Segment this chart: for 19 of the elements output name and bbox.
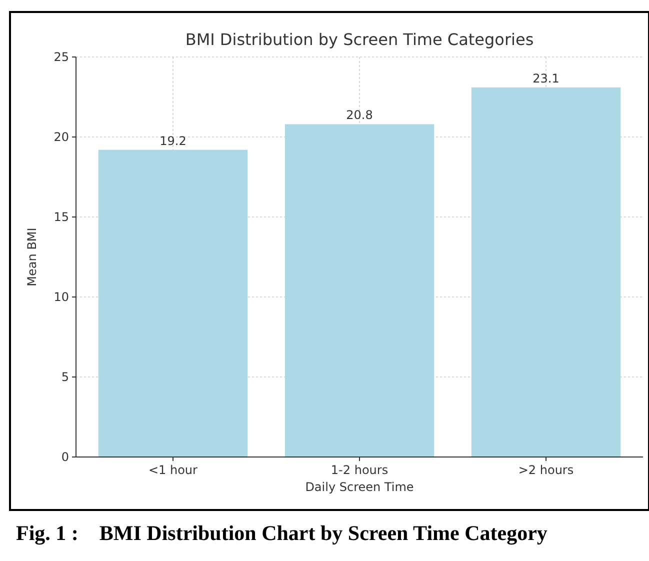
y-tick-label: 5 [61,370,69,384]
y-tick-label: 15 [54,210,69,224]
y-tick-label: 10 [54,290,69,304]
bar [471,87,621,457]
y-axis-title: Mean BMI [25,228,39,286]
data-label: 20.8 [346,108,373,122]
bar [284,124,434,457]
x-tick-label: 1-2 hours [330,463,388,477]
data-label: 19.2 [160,134,186,148]
x-tick-label: <1 hour [148,463,198,477]
x-axis-title: Daily Screen Time [305,480,414,494]
chart-title: BMI Distribution by Screen Time Categories [185,30,534,49]
y-tick-label: 0 [61,450,69,464]
x-tick-label: >2 hours [518,463,574,477]
data-label: 23.1 [532,71,560,86]
bar [98,150,248,457]
y-tick-label: 20 [54,130,69,144]
caption: Fig. 1 : BMI Distribution Chart by Screen Time Category [16,521,548,545]
y-tick-label: 25 [54,50,69,64]
